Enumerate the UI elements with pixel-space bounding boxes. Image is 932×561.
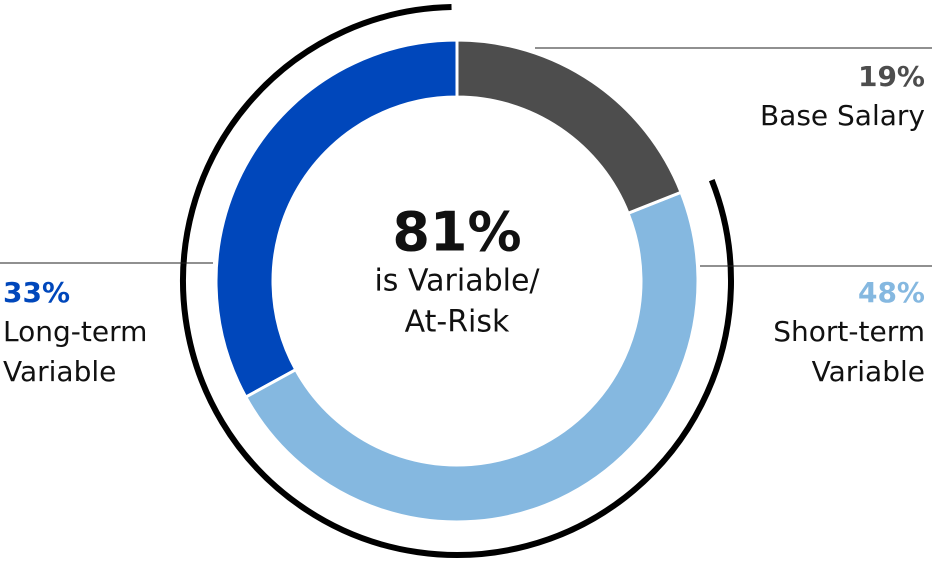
- center-subtitle: is Variable/: [374, 264, 540, 299]
- category-label: Base Salary: [760, 99, 925, 132]
- value-label: 48%: [858, 276, 925, 309]
- category-label: Short-term Variable: [773, 315, 925, 388]
- donut-segment: [214, 38, 459, 400]
- donut-segment: [455, 38, 684, 216]
- value-label: 19%: [858, 60, 925, 93]
- variable-bracket: [180, 4, 734, 558]
- center-title: 81%: [392, 201, 521, 264]
- center-subtitle: At-Risk: [405, 305, 510, 340]
- value-label: 33%: [3, 276, 70, 309]
- category-label: Long-term Variable: [3, 315, 147, 388]
- donut-segment: [243, 190, 700, 524]
